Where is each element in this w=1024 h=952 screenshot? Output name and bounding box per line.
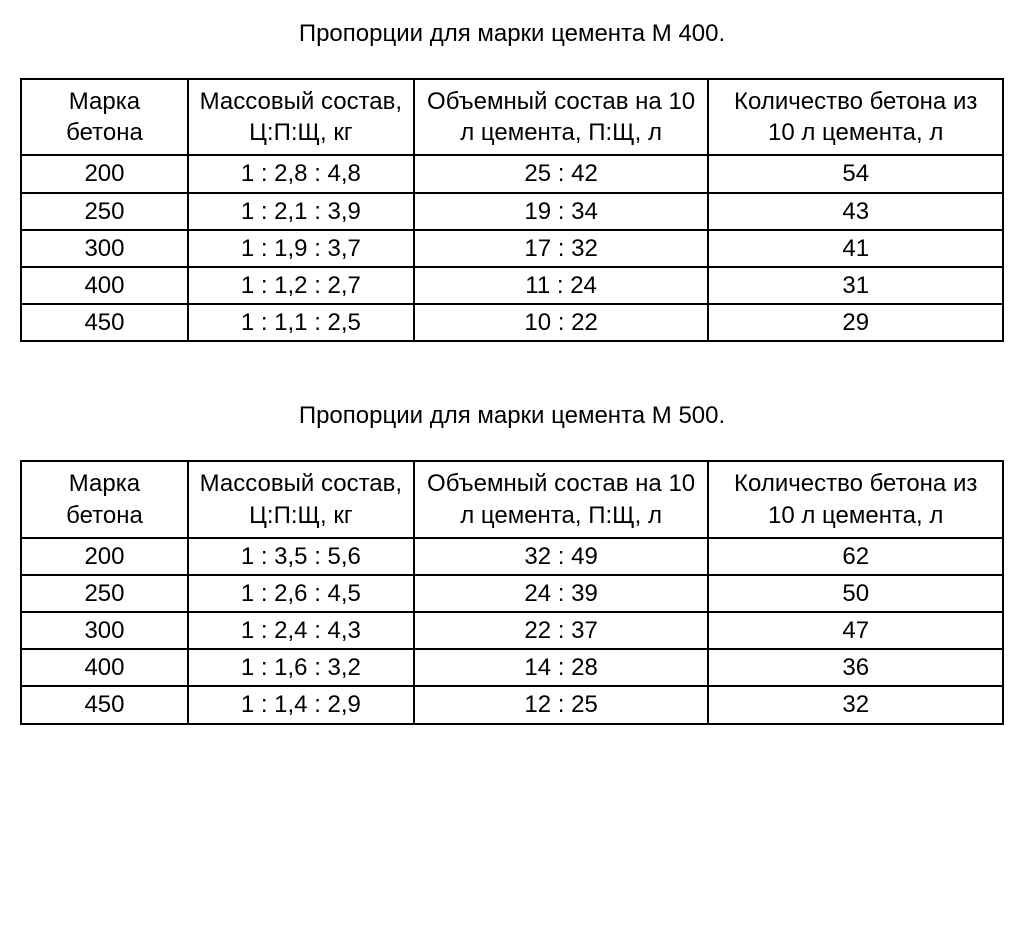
cell: 47 (708, 612, 1003, 649)
cell: 43 (708, 193, 1003, 230)
column-header: Массовый состав, Ц:П:Щ, кг (188, 79, 414, 155)
table-row: 300 1 : 2,4 : 4,3 22 : 37 47 (21, 612, 1003, 649)
section-m400: Пропорции для марки цемента М 400. Марка… (20, 20, 1004, 342)
table-title: Пропорции для марки цемента М 400. (20, 20, 1004, 48)
column-header: Объемный состав на 10 л цемента, П:Щ, л (414, 461, 709, 537)
column-header: Марка бетона (21, 79, 188, 155)
table-row: 250 1 : 2,6 : 4,5 24 : 39 50 (21, 575, 1003, 612)
table-row: 300 1 : 1,9 : 3,7 17 : 32 41 (21, 230, 1003, 267)
cell: 14 : 28 (414, 649, 709, 686)
cell: 450 (21, 686, 188, 723)
cell: 10 : 22 (414, 304, 709, 341)
cell: 29 (708, 304, 1003, 341)
table-header-row: Марка бетона Массовый состав, Ц:П:Щ, кг … (21, 461, 1003, 537)
cell: 1 : 1,4 : 2,9 (188, 686, 414, 723)
cell: 54 (708, 155, 1003, 192)
cell: 17 : 32 (414, 230, 709, 267)
proportions-table-m400: Марка бетона Массовый состав, Ц:П:Щ, кг … (20, 78, 1004, 342)
cell: 1 : 1,6 : 3,2 (188, 649, 414, 686)
cell: 400 (21, 267, 188, 304)
cell: 1 : 2,1 : 3,9 (188, 193, 414, 230)
column-header: Марка бетона (21, 461, 188, 537)
cell: 1 : 1,1 : 2,5 (188, 304, 414, 341)
column-header: Количество бетона из 10 л цемента, л (708, 79, 1003, 155)
cell: 25 : 42 (414, 155, 709, 192)
cell: 31 (708, 267, 1003, 304)
table-title: Пропорции для марки цемента М 500. (20, 402, 1004, 430)
cell: 1 : 1,2 : 2,7 (188, 267, 414, 304)
table-row: 450 1 : 1,1 : 2,5 10 : 22 29 (21, 304, 1003, 341)
cell: 50 (708, 575, 1003, 612)
column-header: Количество бетона из 10 л цемента, л (708, 461, 1003, 537)
table-row: 200 1 : 3,5 : 5,6 32 : 49 62 (21, 538, 1003, 575)
proportions-table-m500: Марка бетона Массовый состав, Ц:П:Щ, кг … (20, 460, 1004, 724)
table-row: 400 1 : 1,6 : 3,2 14 : 28 36 (21, 649, 1003, 686)
column-header: Объемный состав на 10 л цемента, П:Щ, л (414, 79, 709, 155)
cell: 1 : 3,5 : 5,6 (188, 538, 414, 575)
cell: 19 : 34 (414, 193, 709, 230)
cell: 36 (708, 649, 1003, 686)
cell: 200 (21, 538, 188, 575)
cell: 12 : 25 (414, 686, 709, 723)
cell: 300 (21, 612, 188, 649)
cell: 1 : 2,8 : 4,8 (188, 155, 414, 192)
cell: 400 (21, 649, 188, 686)
cell: 1 : 2,6 : 4,5 (188, 575, 414, 612)
table-header-row: Марка бетона Массовый состав, Ц:П:Щ, кг … (21, 79, 1003, 155)
column-header: Массовый состав, Ц:П:Щ, кг (188, 461, 414, 537)
cell: 250 (21, 193, 188, 230)
cell: 32 : 49 (414, 538, 709, 575)
table-row: 400 1 : 1,2 : 2,7 11 : 24 31 (21, 267, 1003, 304)
cell: 200 (21, 155, 188, 192)
cell: 450 (21, 304, 188, 341)
table-row: 450 1 : 1,4 : 2,9 12 : 25 32 (21, 686, 1003, 723)
cell: 41 (708, 230, 1003, 267)
cell: 1 : 2,4 : 4,3 (188, 612, 414, 649)
cell: 1 : 1,9 : 3,7 (188, 230, 414, 267)
table-row: 200 1 : 2,8 : 4,8 25 : 42 54 (21, 155, 1003, 192)
cell: 32 (708, 686, 1003, 723)
cell: 250 (21, 575, 188, 612)
table-row: 250 1 : 2,1 : 3,9 19 : 34 43 (21, 193, 1003, 230)
cell: 24 : 39 (414, 575, 709, 612)
section-m500: Пропорции для марки цемента М 500. Марка… (20, 402, 1004, 724)
cell: 62 (708, 538, 1003, 575)
cell: 300 (21, 230, 188, 267)
cell: 22 : 37 (414, 612, 709, 649)
cell: 11 : 24 (414, 267, 709, 304)
